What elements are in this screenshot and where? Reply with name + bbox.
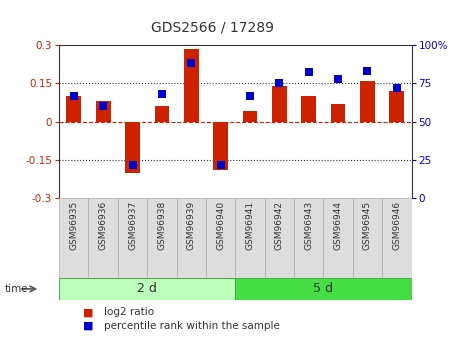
Point <box>187 60 195 66</box>
Text: GSM96943: GSM96943 <box>304 201 313 250</box>
Point <box>334 76 342 81</box>
Bar <box>176 198 206 278</box>
Bar <box>353 198 382 278</box>
Point <box>364 68 371 74</box>
Bar <box>272 86 287 122</box>
Bar <box>184 49 199 122</box>
Point <box>70 93 78 98</box>
Bar <box>59 278 235 300</box>
Point <box>217 162 224 167</box>
Bar <box>88 198 118 278</box>
Bar <box>301 96 316 122</box>
Text: GSM96937: GSM96937 <box>128 201 137 250</box>
Text: time: time <box>5 284 28 294</box>
Text: GSM96936: GSM96936 <box>99 201 108 250</box>
Bar <box>235 278 412 300</box>
Text: GSM96938: GSM96938 <box>158 201 166 250</box>
Point <box>393 85 401 91</box>
Bar <box>118 198 147 278</box>
Point <box>276 80 283 86</box>
Bar <box>67 96 81 122</box>
Text: percentile rank within the sample: percentile rank within the sample <box>104 321 280 331</box>
Bar <box>294 198 324 278</box>
Bar <box>389 91 404 122</box>
Text: GSM96935: GSM96935 <box>70 201 79 250</box>
Bar <box>59 198 88 278</box>
Bar <box>213 122 228 170</box>
Text: 5 d: 5 d <box>314 283 333 295</box>
Text: GSM96946: GSM96946 <box>392 201 401 250</box>
Text: GSM96939: GSM96939 <box>187 201 196 250</box>
Bar <box>125 122 140 173</box>
Text: 2 d: 2 d <box>137 283 157 295</box>
Bar <box>331 104 345 122</box>
Text: GDS2566 / 17289: GDS2566 / 17289 <box>151 21 274 35</box>
Bar <box>243 111 257 122</box>
Point <box>246 93 254 98</box>
Bar <box>382 198 412 278</box>
Bar <box>360 81 375 122</box>
Point <box>99 104 107 109</box>
Text: ■: ■ <box>83 321 93 331</box>
Text: ■: ■ <box>83 307 93 317</box>
Point <box>305 70 313 75</box>
Text: GSM96942: GSM96942 <box>275 201 284 250</box>
Bar <box>235 198 265 278</box>
Text: GSM96940: GSM96940 <box>216 201 225 250</box>
Text: GSM96941: GSM96941 <box>245 201 254 250</box>
Bar <box>96 101 111 122</box>
Bar <box>324 198 353 278</box>
Bar <box>155 106 169 122</box>
Point <box>158 91 166 97</box>
Text: log2 ratio: log2 ratio <box>104 307 154 317</box>
Point <box>129 162 136 167</box>
Bar <box>147 198 176 278</box>
Bar <box>265 198 294 278</box>
Text: GSM96945: GSM96945 <box>363 201 372 250</box>
Text: GSM96944: GSM96944 <box>333 201 342 250</box>
Bar <box>206 198 235 278</box>
